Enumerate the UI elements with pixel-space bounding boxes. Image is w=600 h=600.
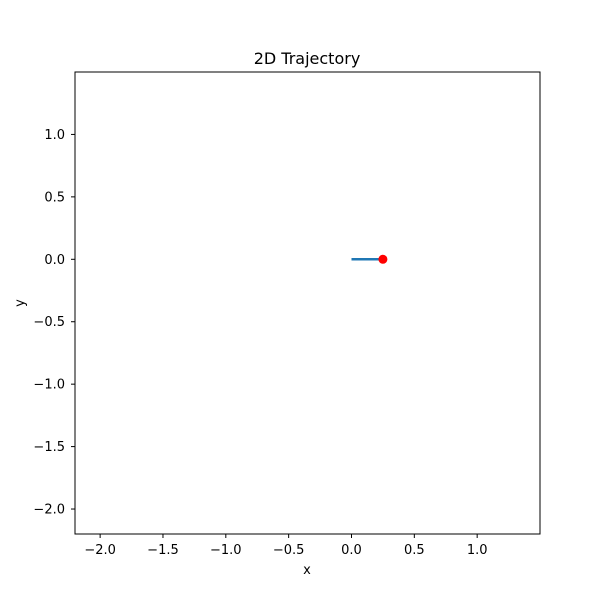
plot-area: [74, 71, 541, 535]
x-axis: −2.0 −1.5 −1.0 −0.5 0.0 0.5 1.0: [84, 534, 488, 558]
x-axis-label: x: [303, 563, 311, 578]
x-tick-label: −1.5: [147, 543, 179, 558]
x-tick-label: −2.0: [84, 543, 116, 558]
y-tick-label: −1.5: [33, 440, 65, 455]
x-tick-label: 0.5: [404, 543, 425, 558]
x-tick-label: −1.0: [210, 543, 242, 558]
chart-title: 2D Trajectory: [254, 49, 361, 68]
y-tick-label: 0.0: [44, 253, 65, 268]
y-axis: 1.0 0.5 0.0 −0.5 −1.0 −1.5 −2.0: [33, 128, 75, 518]
y-tick-label: −2.0: [33, 503, 65, 518]
y-tick-label: 1.0: [44, 128, 65, 143]
y-axis-label: y: [13, 299, 28, 307]
y-tick-label: −1.0: [33, 378, 65, 393]
x-tick-label: −0.5: [273, 543, 305, 558]
current-position-marker: [378, 254, 388, 264]
y-tick-label: −0.5: [33, 315, 65, 330]
series-layer: [351, 254, 388, 264]
x-tick-label: 0.0: [341, 543, 362, 558]
y-tick-label: 0.5: [44, 190, 65, 205]
x-tick-label: 1.0: [467, 543, 488, 558]
